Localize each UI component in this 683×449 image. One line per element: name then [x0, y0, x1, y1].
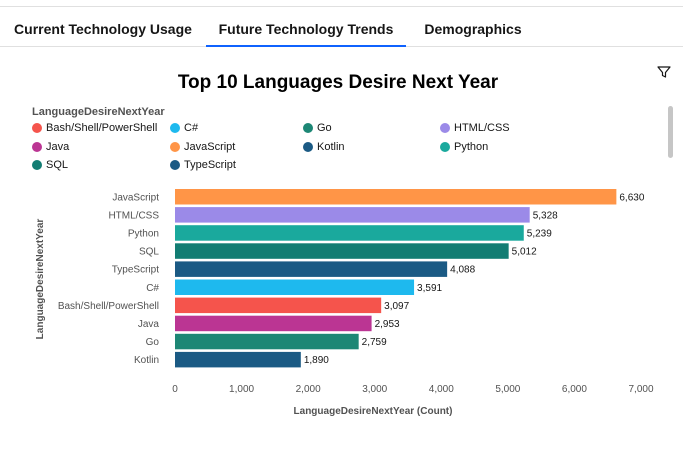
value-label-typescript: 4,088 — [450, 265, 475, 276]
legend-swatch — [170, 160, 180, 170]
legend-swatch — [440, 123, 450, 133]
top-divider — [0, 6, 683, 7]
bar-typescript[interactable] — [175, 261, 448, 277]
category-label-sql: SQL — [139, 247, 159, 258]
bar-go[interactable] — [175, 333, 359, 350]
tab-bar: Current Technology Usage Future Technolo… — [0, 10, 683, 47]
legend-label: JavaScript — [184, 141, 236, 153]
legend-label: Java — [46, 141, 70, 153]
tab-current-technology-usage[interactable]: Current Technology Usage — [14, 21, 192, 37]
value-label-go: 2,759 — [362, 337, 387, 348]
tab-demographics[interactable]: Demographics — [424, 21, 522, 37]
value-label-kotlin: 1,890 — [304, 355, 329, 366]
bar-kotlin[interactable] — [175, 351, 301, 368]
bar-sql[interactable] — [175, 243, 509, 259]
x-tick-label: 2,000 — [296, 384, 321, 395]
bar-c[interactable] — [175, 279, 415, 296]
x-tick-label: 5,000 — [495, 384, 520, 395]
bar-python[interactable] — [175, 225, 524, 241]
value-label-html-css: 5,328 — [533, 210, 558, 221]
category-label-kotlin: Kotlin — [134, 355, 159, 366]
legend-swatch — [303, 142, 313, 152]
y-axis-label: LanguageDesireNextYear — [35, 219, 46, 340]
legend-swatch — [32, 142, 42, 152]
category-label-c: C# — [146, 283, 159, 294]
value-label-java: 2,953 — [375, 319, 400, 330]
category-label-go: Go — [146, 337, 160, 348]
legend-swatch — [303, 123, 313, 133]
bar-html-css[interactable] — [175, 207, 530, 223]
legend-label: Go — [317, 122, 332, 134]
value-label-c: 3,591 — [417, 283, 442, 294]
value-label-python: 5,239 — [527, 228, 552, 239]
x-tick-label: 1,000 — [229, 384, 254, 395]
legend-scrollbar-thumb[interactable] — [668, 106, 673, 158]
legend-label: TypeScript — [184, 159, 236, 171]
value-label-javascript: 6,630 — [619, 192, 644, 203]
x-tick-label: 7,000 — [628, 384, 653, 395]
legend-swatch — [170, 123, 180, 133]
x-axis-label: LanguageDesireNextYear (Count) — [294, 406, 453, 417]
filter-icon[interactable] — [656, 64, 672, 80]
x-tick-label: 0 — [172, 384, 178, 395]
value-label-sql: 5,012 — [512, 247, 537, 258]
bar-java[interactable] — [175, 315, 372, 332]
category-label-java: Java — [138, 319, 160, 330]
bar-bash-shell-powershell[interactable] — [175, 297, 382, 314]
bar-javascript[interactable] — [175, 189, 617, 205]
legend-label: Bash/Shell/PowerShell — [46, 122, 158, 134]
category-label-html-css: HTML/CSS — [108, 210, 159, 221]
category-label-python: Python — [128, 228, 159, 239]
category-label-typescript: TypeScript — [112, 265, 159, 276]
tab-future-technology-trends[interactable]: Future Technology Trends — [206, 10, 406, 47]
legend-swatch — [32, 160, 42, 170]
legend-title: LanguageDesireNextYear — [32, 106, 165, 118]
category-label-javascript: JavaScript — [112, 192, 159, 203]
legend-label: SQL — [46, 159, 69, 171]
x-tick-label: 3,000 — [362, 384, 387, 395]
chart-title: Top 10 Languages Desire Next Year — [177, 72, 499, 93]
legend-label: Python — [454, 141, 489, 153]
value-label-bash-shell-powershell: 3,097 — [384, 301, 409, 312]
legend-label: Kotlin — [317, 141, 345, 153]
legend-swatch — [170, 142, 180, 152]
category-label-bash-shell-powershell: Bash/Shell/PowerShell — [58, 301, 159, 312]
x-tick-label: 6,000 — [562, 384, 587, 395]
legend-scrollbar[interactable] — [666, 106, 676, 158]
legend-swatch — [440, 142, 450, 152]
legend-swatch — [32, 123, 42, 133]
legend-label: C# — [184, 122, 199, 134]
legend-label: HTML/CSS — [454, 122, 510, 134]
x-tick-label: 4,000 — [429, 384, 454, 395]
